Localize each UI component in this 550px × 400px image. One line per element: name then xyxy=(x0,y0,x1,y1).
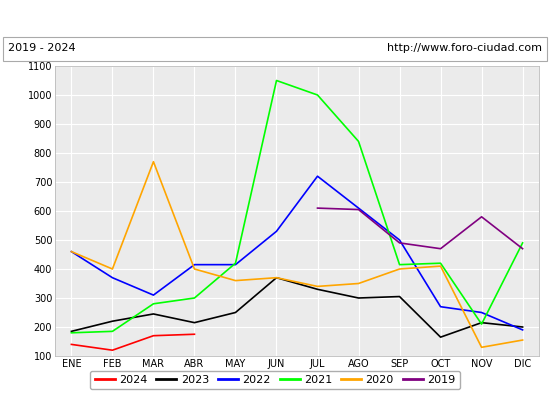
Legend: 2024, 2023, 2022, 2021, 2020, 2019: 2024, 2023, 2022, 2021, 2020, 2019 xyxy=(90,370,460,390)
Text: 2019 - 2024: 2019 - 2024 xyxy=(8,44,76,54)
Text: http://www.foro-ciudad.com: http://www.foro-ciudad.com xyxy=(387,44,542,54)
Text: Evolucion Nº Turistas Nacionales en el municipio de Gorga: Evolucion Nº Turistas Nacionales en el m… xyxy=(47,11,503,25)
